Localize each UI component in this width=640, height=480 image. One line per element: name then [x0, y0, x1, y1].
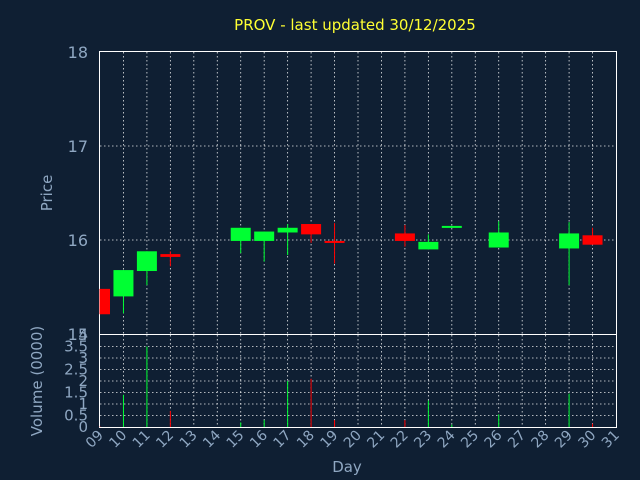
- volume-panel: 00.511.522.533.54 09 10 11 12 13 14 15 16 17 18 19…: [28, 326, 623, 476]
- day-tick-label: 16: [247, 427, 271, 451]
- price-tick-label: 16: [68, 231, 88, 250]
- candle-body: [136, 251, 157, 272]
- price-panel: 15 16 17 18 Price: [38, 43, 617, 344]
- candle-day-30: [582, 227, 603, 245]
- day-tick-label: 24: [435, 427, 459, 451]
- candle-day-11: [136, 251, 157, 286]
- candle-day-19: [324, 223, 345, 264]
- volume-y-ticks: 00.511.522.533.54: [64, 326, 88, 436]
- price-tick-label: 18: [68, 43, 88, 62]
- day-tick-label: 14: [200, 427, 224, 451]
- volume-tick-label: 0.5: [64, 407, 88, 425]
- volume-tick-label: 1: [78, 395, 88, 413]
- candle-body: [301, 224, 322, 235]
- candle-body: [113, 270, 134, 297]
- candle-body: [254, 231, 275, 241]
- candle-body: [418, 241, 439, 250]
- day-tick-label: 27: [505, 428, 529, 452]
- candle-body: [394, 233, 415, 241]
- candles: [99, 221, 603, 315]
- day-x-ticks: 09 10 11 12 13 14 15 16 17 18 19 20 21 22 23 24 25 26 27 28…: [83, 427, 623, 451]
- price-grid: [100, 52, 616, 334]
- candle-day-17: [277, 224, 298, 256]
- price-axis-label: Price: [38, 175, 56, 212]
- candle-day-23: [418, 234, 439, 250]
- day-tick-label: 30: [575, 428, 599, 452]
- volume-bars: [99, 346, 594, 427]
- day-tick-label: 25: [458, 428, 482, 452]
- volume-axis-label: Volume (0000): [28, 326, 46, 436]
- candle-day-16: [254, 231, 275, 262]
- day-tick-label: 15: [224, 428, 248, 452]
- candle-body: [441, 225, 462, 228]
- volume-grid: [100, 335, 616, 427]
- price-y-ticks: 15 16 17 18: [68, 43, 88, 344]
- day-tick-label: 28: [529, 428, 553, 452]
- candle-day-29: [559, 222, 580, 286]
- day-tick-label: 17: [271, 428, 295, 452]
- day-tick-label: 31: [599, 428, 623, 452]
- day-tick-label: 22: [388, 428, 412, 452]
- day-tick-label: 26: [482, 427, 506, 451]
- candle-day-12: [160, 251, 181, 267]
- price-tick-label: 15: [68, 325, 88, 344]
- candle-body: [277, 227, 298, 233]
- candle-day-26: [488, 221, 509, 248]
- candle-body: [324, 240, 345, 243]
- volume-plot-frame: [99, 334, 617, 428]
- volume-tick-label: 3: [78, 349, 88, 367]
- candle-body: [559, 233, 580, 249]
- volume-tick-label: 2.5: [64, 361, 88, 379]
- day-tick-label: 11: [130, 428, 154, 452]
- chart-title: PROV - last updated 30/12/2025: [234, 16, 476, 34]
- candle-day-22: [394, 224, 415, 247]
- day-tick-label: 23: [411, 428, 435, 452]
- candle-day-18: [301, 224, 322, 243]
- volume-tick-label: 3.5: [64, 338, 88, 356]
- candle-body: [160, 254, 181, 257]
- day-tick-label: 20: [341, 428, 365, 452]
- candle-body: [488, 232, 509, 248]
- volume-tick-label: 4: [78, 326, 88, 344]
- candle-body: [100, 288, 110, 315]
- day-tick-label: 29: [552, 428, 576, 452]
- candle-day-10: [113, 270, 134, 314]
- day-axis-label: Day: [332, 458, 362, 476]
- day-tick-label: 10: [106, 428, 130, 452]
- price-tick-label: 17: [68, 137, 88, 156]
- candle-day-15: [230, 227, 251, 254]
- candle-day-9: [99, 288, 110, 315]
- volume-tick-label: 2: [78, 372, 88, 390]
- candle-body: [230, 227, 251, 241]
- candle-day-24: [441, 225, 462, 228]
- day-tick-label: 13: [177, 428, 201, 452]
- volume-tick-label: 1.5: [64, 384, 88, 402]
- day-tick-label: 19: [317, 428, 341, 452]
- volume-tick-label: 0: [78, 418, 88, 436]
- day-tick-label: 12: [153, 428, 177, 452]
- candle-body: [582, 235, 603, 245]
- day-tick-label: 21: [364, 428, 388, 452]
- day-tick-label: 18: [294, 428, 318, 452]
